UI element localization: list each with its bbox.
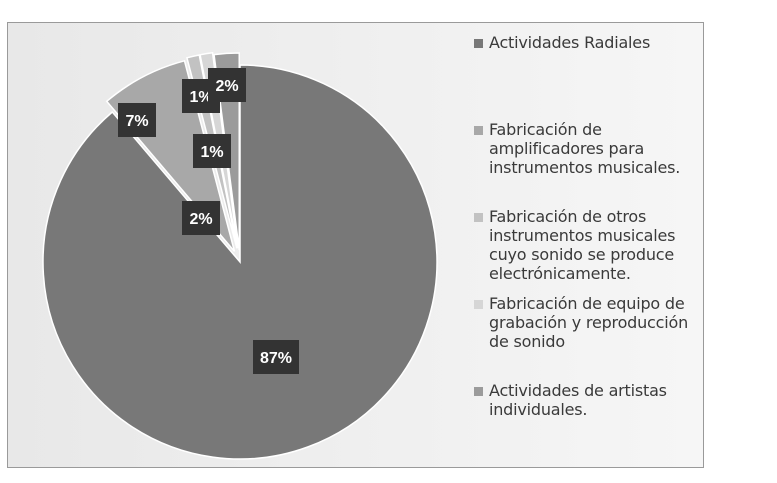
legend-label: Actividades Radiales xyxy=(489,33,651,52)
legend-swatch xyxy=(474,213,483,222)
legend-swatch xyxy=(474,126,483,135)
data-label-7: 7% xyxy=(118,103,156,137)
data-label-box xyxy=(208,68,246,102)
data-label-1b: 1% xyxy=(193,134,231,168)
legend-label: Fabricación de otros instrumentos musica… xyxy=(489,207,676,283)
data-label-text: 87% xyxy=(260,350,292,367)
legend-item: Fabricación de amplificadores para instr… xyxy=(474,120,701,177)
data-label-2b: 2% xyxy=(182,201,220,235)
data-label-box xyxy=(253,340,299,374)
legend-label: Fabricación de amplificadores para instr… xyxy=(489,120,681,177)
legend-swatch xyxy=(474,39,483,48)
legend-item: Fabricación de equipo de grabación y rep… xyxy=(474,294,701,351)
data-label-87: 87% xyxy=(253,340,299,374)
data-label-text: 1% xyxy=(200,144,223,161)
data-label-box xyxy=(118,103,156,137)
data-label-box xyxy=(182,201,220,235)
legend-swatch xyxy=(474,387,483,396)
legend-item: Fabricación de otros instrumentos musica… xyxy=(474,207,701,283)
data-label-text: 2% xyxy=(189,211,212,228)
legend-swatch xyxy=(474,300,483,309)
data-label-text: 1% xyxy=(189,89,212,106)
data-label-text: 2% xyxy=(215,78,238,95)
legend-label: Fabricación de equipo de grabación y rep… xyxy=(489,294,689,351)
legend-item: Actividades Radiales xyxy=(474,33,701,52)
data-label-box xyxy=(193,134,231,168)
data-label-2a: 2% xyxy=(208,68,246,102)
pie-slice xyxy=(42,64,438,460)
legend-item: Actividades de artistas individuales. xyxy=(474,381,701,419)
legend-label: Actividades de artistas individuales. xyxy=(489,381,667,419)
data-label-text: 7% xyxy=(125,113,148,130)
